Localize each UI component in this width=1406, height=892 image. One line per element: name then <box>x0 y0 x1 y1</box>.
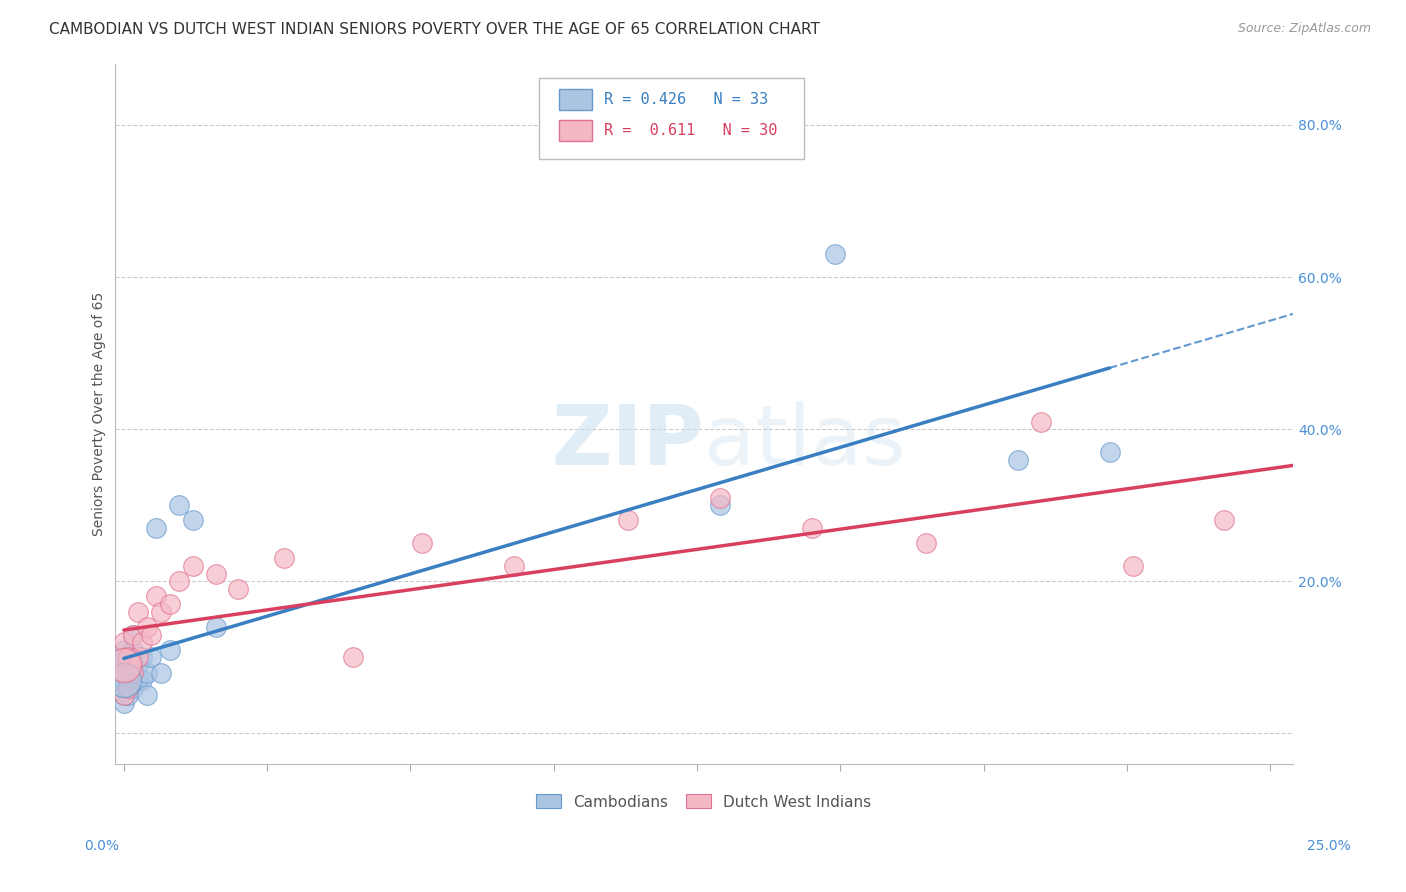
Point <box>112 696 135 710</box>
Point <box>800 521 823 535</box>
Point <box>1029 415 1052 429</box>
Point <box>617 513 640 527</box>
Point <box>117 650 139 665</box>
Point <box>709 498 731 512</box>
Text: Source: ZipAtlas.com: Source: ZipAtlas.com <box>1237 22 1371 36</box>
Point <box>1122 559 1144 574</box>
Y-axis label: Seniors Poverty Over the Age of 65: Seniors Poverty Over the Age of 65 <box>93 292 107 536</box>
Point <box>117 689 139 703</box>
Point <box>117 665 139 680</box>
Point <box>112 642 135 657</box>
Point <box>122 627 145 641</box>
Point <box>159 597 181 611</box>
Point <box>228 582 250 596</box>
Point <box>112 689 135 703</box>
Point <box>112 650 135 665</box>
Text: 0.0%: 0.0% <box>84 838 118 853</box>
Point <box>131 673 153 688</box>
Point <box>127 673 149 688</box>
Text: 25.0%: 25.0% <box>1306 838 1351 853</box>
FancyBboxPatch shape <box>560 120 592 141</box>
Point <box>112 673 135 688</box>
Point <box>112 673 135 688</box>
Point <box>141 650 163 665</box>
Point <box>117 681 139 695</box>
Text: R =  0.611   N = 30: R = 0.611 N = 30 <box>603 123 778 138</box>
Point <box>181 513 204 527</box>
Point <box>117 650 139 665</box>
Point <box>112 689 135 703</box>
Point <box>915 536 938 550</box>
Point <box>1098 445 1121 459</box>
Point <box>112 657 135 672</box>
Text: ZIP: ZIP <box>551 401 704 483</box>
Point <box>204 566 226 581</box>
Point <box>149 665 172 680</box>
Point <box>1007 452 1029 467</box>
Point <box>135 665 157 680</box>
Text: CAMBODIAN VS DUTCH WEST INDIAN SENIORS POVERTY OVER THE AGE OF 65 CORRELATION CH: CAMBODIAN VS DUTCH WEST INDIAN SENIORS P… <box>49 22 820 37</box>
Point <box>1213 513 1236 527</box>
Point <box>112 665 135 680</box>
Point <box>167 498 190 512</box>
Point <box>117 673 139 688</box>
Point <box>112 681 135 695</box>
Point <box>122 642 145 657</box>
Point <box>181 559 204 574</box>
Point <box>127 657 149 672</box>
Point <box>411 536 433 550</box>
Point <box>145 521 167 535</box>
Legend: Cambodians, Dutch West Indians: Cambodians, Dutch West Indians <box>530 789 877 815</box>
Text: atlas: atlas <box>704 401 905 483</box>
FancyBboxPatch shape <box>538 78 804 159</box>
FancyBboxPatch shape <box>560 88 592 110</box>
Point <box>122 681 145 695</box>
Point <box>122 657 145 672</box>
Point <box>135 689 157 703</box>
Point <box>502 559 524 574</box>
Point <box>112 657 135 672</box>
Point <box>131 650 153 665</box>
Point <box>112 635 135 649</box>
Point <box>127 650 149 665</box>
Point <box>131 635 153 649</box>
Text: R = 0.426   N = 33: R = 0.426 N = 33 <box>603 92 768 106</box>
Point <box>127 605 149 619</box>
Point <box>273 551 295 566</box>
Point <box>204 620 226 634</box>
Point <box>149 605 172 619</box>
Point <box>112 665 135 680</box>
Point <box>709 491 731 505</box>
Point <box>145 590 167 604</box>
Point <box>824 247 846 261</box>
Point <box>159 642 181 657</box>
Point <box>122 665 145 680</box>
Point <box>122 627 145 641</box>
Point <box>135 620 157 634</box>
Point <box>167 574 190 589</box>
Point <box>141 627 163 641</box>
Point <box>342 650 364 665</box>
